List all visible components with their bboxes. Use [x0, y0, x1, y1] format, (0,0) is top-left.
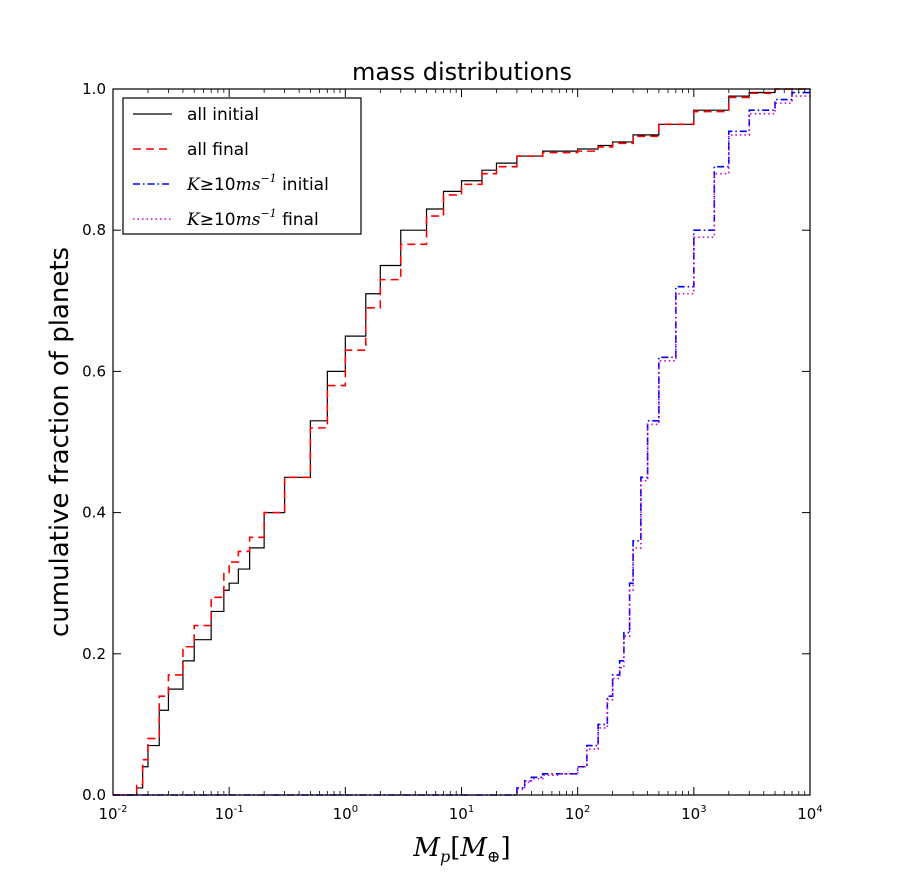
legend-box — [122, 97, 362, 235]
x-tick-label: 101 — [449, 804, 474, 823]
legend-label-2: K≥10ms−1 initial — [186, 172, 329, 195]
legend-label-part: K — [186, 175, 201, 195]
legend-label-part: ms — [236, 175, 261, 195]
legend-label-3: K≥10ms−1 final — [186, 207, 319, 230]
legend-label-part: −1 — [260, 172, 276, 185]
y-tick-label: 0.2 — [82, 645, 106, 663]
x-tick-exponent: -2 — [118, 804, 128, 815]
x-tick-base: 10 — [98, 805, 117, 823]
series-line-3 — [113, 89, 811, 796]
series-line-2 — [113, 89, 811, 796]
x-tick-exponent: 4 — [816, 804, 822, 815]
series-line-0 — [113, 88, 810, 796]
legend-label-part: all initial — [187, 105, 259, 125]
x-tick-exponent: 3 — [700, 804, 706, 815]
x-tick-exponent: -1 — [234, 804, 244, 815]
y-tick-label: 1.0 — [82, 80, 106, 98]
x-axis-label: Mp[M⊕] — [412, 833, 510, 866]
chart-title: mass distributions — [352, 58, 572, 86]
y-axis: 0.0 0.2 0.4 0.6 0.8 1.0 — [82, 80, 810, 804]
legend-label-0: all initial — [187, 105, 259, 125]
x-axis-label-open-bracket: [ — [450, 833, 460, 863]
x-tick-label: 103 — [681, 804, 706, 823]
x-axis-label-subscript: p — [440, 847, 450, 866]
x-tick-label: 104 — [797, 804, 822, 823]
legend-label-part: initial — [277, 175, 329, 195]
x-tick-label: 100 — [333, 804, 358, 823]
x-tick-base: 10 — [681, 805, 700, 823]
legend-label-part: all final — [187, 140, 249, 160]
y-axis-label: cumulative fraction of planets — [45, 247, 75, 637]
y-tick-label: 0.8 — [82, 221, 106, 239]
x-axis: 10-2 10-1 100 101 102 103 104 — [98, 89, 823, 823]
series-layer — [113, 88, 811, 796]
y-tick-label: 0.6 — [82, 362, 106, 380]
x-tick-exponent: 1 — [468, 804, 474, 815]
series-line-1 — [113, 88, 810, 796]
x-tick-base: 10 — [797, 805, 816, 823]
legend-label-part: ms — [236, 210, 261, 230]
y-tick-label: 0.4 — [82, 504, 106, 522]
legend-label-part: final — [277, 210, 319, 230]
x-axis-label-symbol: M — [412, 833, 441, 863]
legend-label-part: ≥10 — [200, 210, 236, 230]
x-axis-label-unit: M — [459, 833, 488, 863]
legend-label-part: K — [186, 210, 201, 230]
x-tick-exponent: 0 — [352, 804, 358, 815]
x-axis-label-unit-subscript: ⊕ — [487, 847, 500, 866]
legend-label-1: all final — [187, 140, 249, 160]
x-tick-label: 10-1 — [215, 804, 244, 823]
x-tick-base: 10 — [333, 805, 352, 823]
x-tick-exponent: 2 — [584, 804, 590, 815]
legend-label-part: ≥10 — [200, 175, 236, 195]
y-tick-label: 0.0 — [82, 786, 106, 804]
x-tick-label: 102 — [565, 804, 590, 823]
x-tick-base: 10 — [449, 805, 468, 823]
x-tick-base: 10 — [565, 805, 584, 823]
x-tick-base: 10 — [215, 805, 234, 823]
legend-label-part: −1 — [260, 207, 276, 220]
plot-area: 10-2 10-1 100 101 102 103 104 0.00.20.40.60.81… — [82, 80, 823, 823]
x-tick-label: 10-2 — [98, 804, 127, 823]
x-axis-label-close-bracket: ] — [500, 833, 510, 863]
